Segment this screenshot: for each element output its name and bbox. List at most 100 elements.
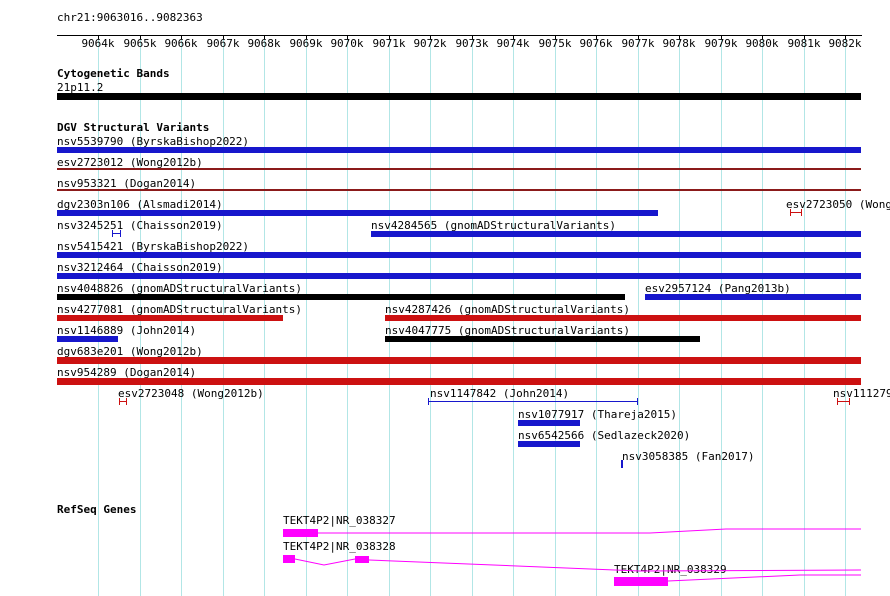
ruler-tick	[223, 35, 224, 39]
section-title-cytogenetic-bands: Cytogenetic Bands	[57, 67, 170, 80]
gene-exon-NR_038328[interactable]	[355, 556, 369, 563]
variant-label-esv2723012[interactable]: esv2723012 (Wong2012b)	[57, 156, 203, 169]
gene-label-NR_038328[interactable]: TEKT4P2|NR_038328	[283, 540, 396, 553]
variant-tick-nsv3058385[interactable]	[621, 460, 623, 468]
variant-label-nsv6542566[interactable]: nsv6542566 (Sedlazeck2020)	[518, 429, 691, 442]
gridline	[306, 35, 307, 596]
ruler-tick	[762, 35, 763, 39]
ruler-tick-label: 9080k	[745, 37, 779, 50]
ruler-tick	[555, 35, 556, 39]
variant-label-nsv1147842[interactable]: nsv1147842 (John2014)	[430, 387, 570, 400]
variant-bar-nsv5539790[interactable]	[57, 147, 861, 153]
variant-label-esv2723048[interactable]: esv2723048 (Wong2012b)	[118, 387, 264, 400]
variant-label-nsv5415421[interactable]: nsv5415421 (ByrskaBishop2022)	[57, 240, 250, 253]
ruler-tick-label: 9071k	[372, 37, 406, 50]
ruler-tick	[513, 35, 514, 39]
variant-label-nsv953321[interactable]: nsv953321 (Dogan2014)	[57, 177, 197, 190]
variant-ibeam-nsv1147842[interactable]	[428, 398, 638, 405]
ruler-tick	[98, 35, 99, 39]
variant-bar-nsv4048826[interactable]	[57, 294, 625, 300]
variant-label-nsv1077917[interactable]: nsv1077917 (Thareja2015)	[518, 408, 677, 421]
variant-label-esv2723050[interactable]: esv2723050 (Wong2012b)	[786, 198, 890, 211]
gene-exon-NR_038327[interactable]	[283, 529, 318, 537]
variant-label-nsv4277081[interactable]: nsv4277081 (gnomADStructuralVariants)	[57, 303, 303, 316]
variant-bar-dgv2303n106[interactable]	[57, 210, 658, 216]
ruler-tick-label: 9073k	[455, 37, 489, 50]
variant-bar-esv2957124[interactable]	[645, 294, 861, 300]
ruler-tick-label: 9077k	[621, 37, 655, 50]
variant-label-nsv4287426[interactable]: nsv4287426 (gnomADStructuralVariants)	[385, 303, 631, 316]
variant-bar-nsv1146889[interactable]	[57, 336, 118, 342]
variant-bar-nsv4277081[interactable]	[57, 315, 283, 321]
cytoband-bar[interactable]	[57, 93, 861, 100]
ruler-tick-label: 9069k	[289, 37, 323, 50]
ruler-tick	[804, 35, 805, 39]
variant-ibeam-nsv1112790[interactable]	[837, 398, 850, 405]
gridline	[347, 35, 348, 596]
ruler-tick	[430, 35, 431, 39]
variant-bar-nsv4284565[interactable]	[371, 231, 861, 237]
ruler-tick-label: 9076k	[579, 37, 613, 50]
gene-label-NR_038327[interactable]: TEKT4P2|NR_038327	[283, 514, 396, 527]
variant-label-nsv5539790[interactable]: nsv5539790 (ByrskaBishop2022)	[57, 135, 250, 148]
ruler-tick	[596, 35, 597, 39]
variant-bar-nsv1077917[interactable]	[518, 420, 580, 426]
ruler-tick-label: 9074k	[496, 37, 530, 50]
variant-bar-nsv5415421[interactable]	[57, 252, 861, 258]
variant-label-nsv3245251[interactable]: nsv3245251 (Chaisson2019)	[57, 219, 223, 232]
ruler-tick	[721, 35, 722, 39]
ruler-tick	[181, 35, 182, 39]
section-title-refseq-genes: RefSeq Genes	[57, 503, 137, 516]
variant-label-nsv954289[interactable]: nsv954289 (Dogan2014)	[57, 366, 197, 379]
section-title-dgv-structural-variants: DGV Structural Variants	[57, 121, 210, 134]
variant-bar-dgv683e201[interactable]	[57, 357, 861, 364]
variant-bar-esv2723012[interactable]	[57, 168, 861, 170]
cytoband-label: 21p11.2	[57, 81, 104, 94]
ruler-tick-label: 9070k	[330, 37, 364, 50]
ruler-tick	[389, 35, 390, 39]
variant-ibeam-esv2723050[interactable]	[790, 209, 802, 216]
ruler-tick	[347, 35, 348, 39]
ruler-tick	[472, 35, 473, 39]
variant-bar-nsv953321[interactable]	[57, 189, 861, 191]
variant-label-nsv4047775[interactable]: nsv4047775 (gnomADStructuralVariants)	[385, 324, 631, 337]
ruler-tick-label: 9082k	[828, 37, 862, 50]
ruler-tick-label: 9078k	[662, 37, 696, 50]
ruler-tick	[845, 35, 846, 39]
ruler-tick-label: 9066k	[164, 37, 198, 50]
ruler-tick-label: 9075k	[538, 37, 572, 50]
variant-bar-nsv4047775[interactable]	[385, 336, 700, 342]
ruler-tick-label: 9065k	[123, 37, 157, 50]
variant-bar-nsv4287426[interactable]	[385, 315, 861, 321]
ruler-tick-label: 9079k	[704, 37, 738, 50]
ruler-tick-label: 9072k	[413, 37, 447, 50]
variant-label-dgv683e201[interactable]: dgv683e201 (Wong2012b)	[57, 345, 203, 358]
ruler-tick	[306, 35, 307, 39]
variant-label-nsv3058385[interactable]: nsv3058385 (Fan2017)	[622, 450, 755, 463]
variant-label-nsv4284565[interactable]: nsv4284565 (gnomADStructuralVariants)	[371, 219, 617, 232]
ruler-tick	[264, 35, 265, 39]
variant-ibeam-esv2723048[interactable]	[119, 398, 127, 405]
variant-bar-nsv6542566[interactable]	[518, 441, 580, 447]
ruler-tick	[638, 35, 639, 39]
ruler-tick	[140, 35, 141, 39]
gene-label-NR_038329[interactable]: TEKT4P2|NR_038329	[614, 563, 727, 576]
variant-label-nsv4048826[interactable]: nsv4048826 (gnomADStructuralVariants)	[57, 282, 303, 295]
variant-label-nsv3212464[interactable]: nsv3212464 (Chaisson2019)	[57, 261, 223, 274]
ruler-tick-label: 9081k	[787, 37, 821, 50]
ruler-tick	[679, 35, 680, 39]
variant-bar-nsv3212464[interactable]	[57, 273, 861, 279]
gene-intron-line	[294, 558, 356, 566]
gene-exon-NR_038329[interactable]	[614, 577, 668, 586]
ruler-tick-label: 9068k	[247, 37, 281, 50]
variant-ibeam-nsv3245251[interactable]	[112, 230, 121, 237]
ruler-axis	[57, 35, 862, 36]
variant-label-nsv1146889[interactable]: nsv1146889 (John2014)	[57, 324, 197, 337]
region-coordinates: chr21:9063016..9082363	[57, 11, 203, 24]
gene-exon-NR_038328[interactable]	[283, 555, 295, 563]
variant-bar-nsv954289[interactable]	[57, 378, 861, 385]
variant-label-dgv2303n106[interactable]: dgv2303n106 (Alsmadi2014)	[57, 198, 223, 211]
variant-label-nsv1112790[interactable]: nsv1112790	[833, 387, 890, 400]
variant-label-esv2957124[interactable]: esv2957124 (Pang2013b)	[645, 282, 791, 295]
